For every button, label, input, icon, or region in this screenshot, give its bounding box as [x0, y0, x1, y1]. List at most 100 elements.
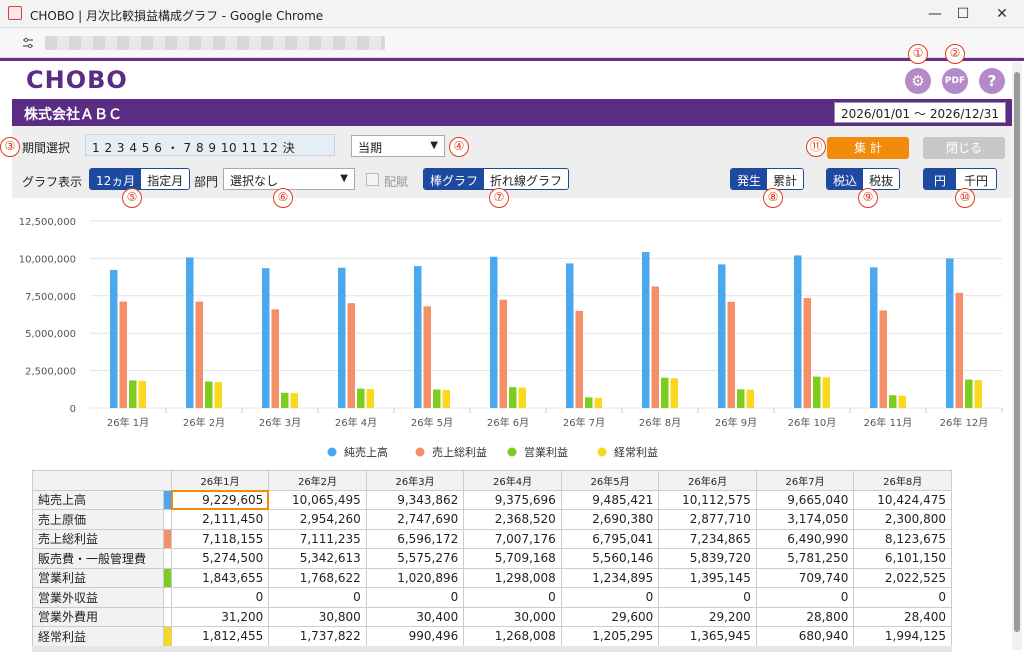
table-cell[interactable]: 5,342,613 [268, 548, 367, 569]
bar[interactable] [414, 266, 422, 408]
table-cell[interactable]: 0 [755, 587, 855, 608]
table-cell[interactable]: 9,343,862 [365, 489, 465, 510]
bar[interactable] [594, 397, 603, 408]
table-cell[interactable]: 0 [658, 587, 757, 608]
bar[interactable] [129, 380, 137, 408]
bar[interactable] [281, 392, 289, 408]
bar[interactable] [651, 286, 660, 408]
bar[interactable] [955, 292, 964, 408]
bar[interactable] [946, 258, 954, 408]
table-cell[interactable]: 3,174,050 [755, 509, 855, 530]
bar[interactable] [794, 255, 802, 408]
table-cell[interactable]: 10,112,575 [658, 489, 757, 510]
table-cell[interactable]: 9,375,696 [463, 489, 562, 510]
seg-specified-month[interactable]: 指定月 [141, 169, 190, 189]
bar[interactable] [290, 393, 299, 408]
bar[interactable] [442, 389, 451, 408]
table-cell[interactable]: 2,368,520 [463, 509, 562, 530]
seg-tax-excluded[interactable]: 税抜 [863, 169, 900, 189]
table-cell[interactable]: 2,300,800 [853, 509, 952, 530]
table-cell[interactable]: 28,400 [853, 606, 952, 627]
bar[interactable] [119, 301, 128, 408]
table-cell[interactable]: 5,839,720 [658, 548, 757, 569]
seg-12months[interactable]: 12ヵ月 [90, 169, 142, 189]
seg-yen[interactable]: 円 [924, 169, 957, 189]
table-cell[interactable]: 30,400 [365, 606, 465, 627]
table-cell[interactable]: 7,118,155 [170, 528, 270, 549]
bar[interactable] [642, 252, 650, 408]
seg-occurrence[interactable]: 発生 [731, 169, 768, 189]
seg-thousand-yen[interactable]: 千円 [956, 169, 997, 189]
table-cell[interactable]: 6,101,150 [853, 548, 952, 569]
bar[interactable] [965, 379, 973, 408]
table-cell[interactable]: 1,768,622 [268, 567, 367, 588]
seg-cumulative[interactable]: 累計 [767, 169, 804, 189]
close-button[interactable]: 閉じる [923, 137, 1005, 159]
table-cell[interactable]: 30,800 [268, 606, 367, 627]
table-cell[interactable]: 9,485,421 [560, 489, 660, 510]
table-cell[interactable]: 5,560,146 [560, 548, 660, 569]
bar[interactable] [822, 377, 831, 408]
table-cell[interactable]: 0 [853, 587, 952, 608]
bar[interactable] [205, 381, 213, 408]
bar[interactable] [575, 310, 584, 408]
table-cell[interactable]: 9,665,040 [755, 489, 855, 510]
bar[interactable] [813, 376, 821, 408]
table-cell[interactable]: 5,709,168 [463, 548, 562, 569]
bar[interactable] [138, 380, 147, 408]
bar[interactable] [110, 269, 118, 408]
table-cell[interactable]: 1,812,455 [170, 626, 270, 647]
table-cell[interactable]: 30,000 [463, 606, 562, 627]
bar[interactable] [338, 267, 346, 408]
table-cell[interactable]: 31,200 [170, 606, 270, 627]
table-cell[interactable]: 2,022,525 [853, 567, 952, 588]
seg-tax-included[interactable]: 税込 [827, 169, 864, 189]
table-cell[interactable]: 1,843,655 [170, 567, 270, 588]
table-cell[interactable]: 709,740 [755, 567, 855, 588]
bar[interactable] [870, 267, 878, 408]
bar[interactable] [347, 303, 356, 408]
bar[interactable] [195, 301, 204, 408]
bar[interactable] [214, 382, 223, 408]
table-cell[interactable]: 10,424,475 [853, 489, 952, 510]
bar[interactable] [490, 256, 498, 408]
aggregate-button[interactable]: 集 計 [827, 137, 909, 159]
month-selector[interactable]: 1 2 3 4 5 6 ・ 7 8 9 10 11 12 決 [85, 134, 335, 156]
url-field[interactable] [45, 36, 385, 50]
help-icon[interactable]: ? [979, 68, 1005, 94]
table-cell[interactable]: 1,205,295 [560, 626, 660, 647]
bar[interactable] [879, 310, 888, 408]
table-cell[interactable]: 8,123,675 [853, 528, 952, 549]
bar[interactable] [271, 309, 280, 408]
table-cell[interactable]: 0 [365, 587, 465, 608]
maximize-button[interactable]: ☐ [956, 6, 970, 22]
table-cell[interactable]: 28,800 [755, 606, 855, 627]
bar[interactable] [737, 389, 745, 408]
table-cell[interactable]: 29,200 [658, 606, 757, 627]
table-cell[interactable]: 0 [560, 587, 660, 608]
table-cell[interactable]: 5,781,250 [755, 548, 855, 569]
table-cell[interactable]: 1,268,008 [463, 626, 562, 647]
bar[interactable] [423, 306, 432, 408]
bar[interactable] [974, 380, 983, 408]
table-cell[interactable]: 1,994,125 [853, 626, 952, 647]
table-cell[interactable]: 0 [268, 587, 367, 608]
table-cell[interactable]: 990,496 [365, 626, 465, 647]
site-settings-icon[interactable] [22, 37, 34, 49]
seg-bar-graph[interactable]: 棒グラフ [424, 169, 485, 189]
bar[interactable] [661, 377, 669, 408]
bar[interactable] [433, 389, 441, 408]
table-cell[interactable]: 6,596,172 [365, 528, 465, 549]
horizontal-scrollbar[interactable] [32, 646, 952, 652]
close-window-button[interactable]: ✕ [996, 6, 1008, 22]
table-cell[interactable]: 680,940 [755, 626, 855, 647]
minimize-button[interactable]: — [928, 6, 942, 22]
table-cell[interactable]: 5,274,500 [170, 548, 270, 569]
table-cell[interactable]: 1,020,896 [365, 567, 465, 588]
table-cell[interactable]: 10,065,495 [268, 489, 367, 510]
bar[interactable] [718, 264, 726, 408]
table-cell[interactable]: 2,877,710 [658, 509, 757, 530]
table-cell[interactable]: 7,234,865 [658, 528, 757, 549]
bar[interactable] [509, 387, 517, 408]
bar[interactable] [262, 268, 270, 408]
